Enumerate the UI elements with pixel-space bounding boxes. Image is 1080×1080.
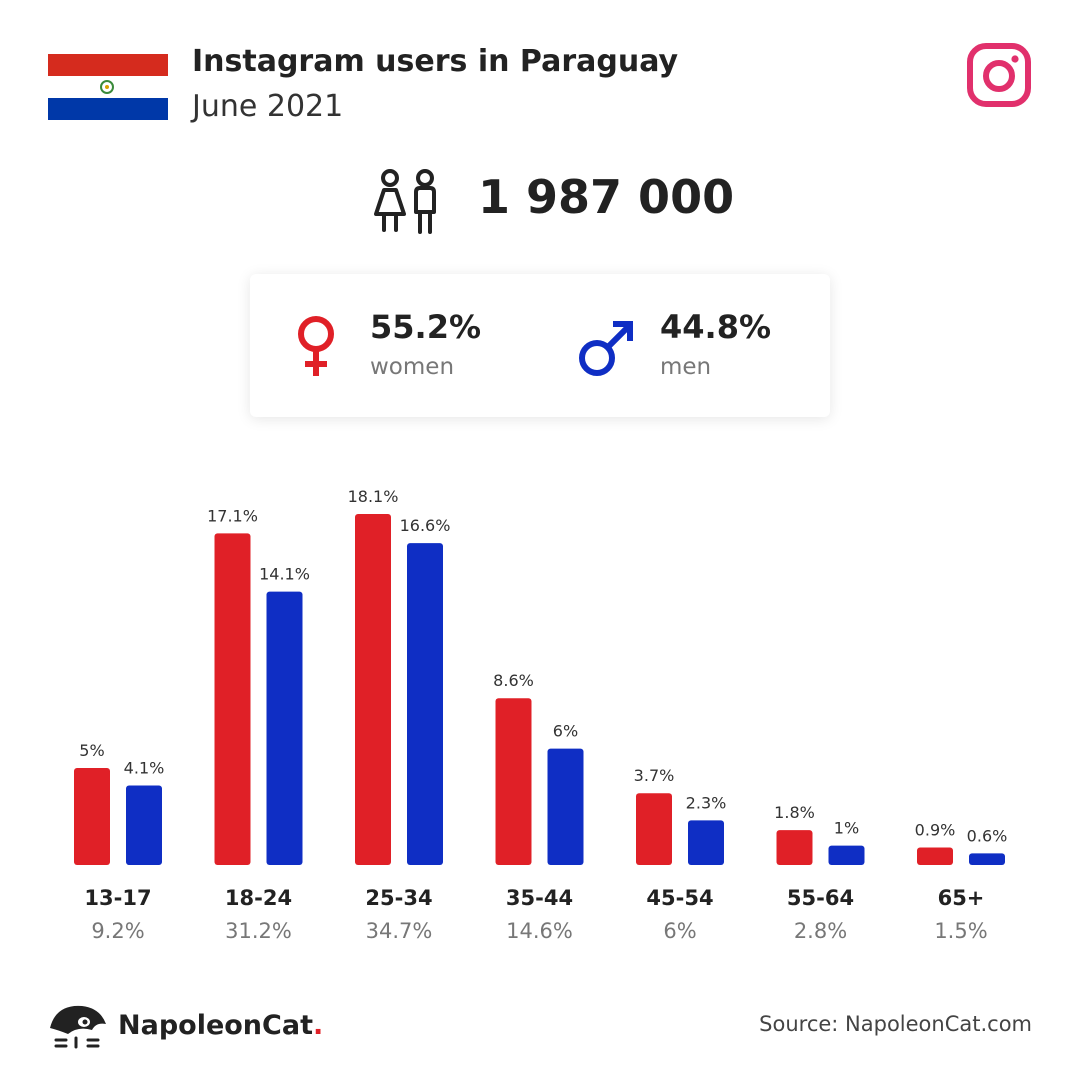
women-percent: 55.2%	[370, 308, 482, 346]
data-label-men-55-64: 1%	[834, 819, 859, 838]
data-label-women-55-64: 1.8%	[774, 803, 815, 822]
bar-women-65+	[917, 847, 953, 865]
category-total-35-44: 14.6%	[506, 919, 573, 943]
women-label: women	[370, 354, 455, 380]
data-label-women-45-54: 3.7%	[634, 766, 675, 785]
bar-men-35-44	[547, 748, 584, 865]
page-subtitle: June 2021	[192, 89, 344, 124]
bar-women-45-54	[636, 793, 672, 865]
flag-blue-stripe	[48, 98, 168, 120]
bar-men-25-34	[407, 543, 443, 865]
category-total-45-54: 6%	[663, 919, 696, 943]
bar-women-25-34	[355, 514, 391, 865]
data-label-men-13-17: 4.1%	[124, 758, 165, 777]
brand-text: NapoleonCat	[118, 1010, 313, 1041]
category-total-55-64: 2.8%	[794, 919, 847, 943]
bar-men-18-24	[266, 591, 303, 865]
female-icon	[298, 316, 334, 376]
data-label-men-18-24: 14.1%	[259, 565, 310, 584]
flag-emblem	[100, 80, 114, 94]
instagram-icon	[967, 43, 1031, 107]
category-label-18-24: 18-24	[225, 886, 292, 910]
brand-dot: .	[312, 1010, 324, 1041]
paraguay-flag	[48, 54, 168, 120]
category-total-13-17: 9.2%	[91, 919, 144, 943]
category-label-55-64: 55-64	[787, 886, 854, 910]
bar-women-13-17	[74, 768, 110, 865]
bar-women-35-44	[495, 698, 532, 865]
bar-women-18-24	[214, 533, 251, 865]
data-label-men-45-54: 2.3%	[686, 793, 727, 812]
total-users: 1 987 000	[478, 170, 735, 224]
category-label-25-34: 25-34	[365, 886, 432, 910]
bar-men-45-54	[688, 820, 724, 865]
bar-men-55-64	[828, 845, 865, 865]
data-label-men-35-44: 6%	[553, 722, 578, 741]
bar-men-13-17	[126, 785, 162, 865]
category-label-13-17: 13-17	[84, 886, 151, 910]
gender-split-card: 55.2% women 44.8% men	[250, 274, 830, 417]
source-credit: Source: NapoleonCat.com	[759, 1012, 1032, 1036]
age-gender-bar-chart: 5% 4.1% 13-17 9.2% 17.1% 14.1% 18-24 31.2% 18.1%…	[74, 487, 1008, 943]
male-icon	[579, 321, 633, 376]
bar-men-65+	[969, 853, 1005, 865]
men-percent: 44.8%	[660, 308, 772, 346]
data-label-men-65+: 0.6%	[967, 826, 1008, 845]
bar-women-55-64	[776, 830, 813, 865]
category-label-35-44: 35-44	[506, 886, 573, 910]
category-label-45-54: 45-54	[646, 886, 713, 910]
data-label-women-13-17: 5%	[79, 741, 104, 760]
men-label: men	[660, 354, 712, 380]
flag-red-stripe	[48, 54, 168, 76]
data-label-women-25-34: 18.1%	[348, 487, 399, 506]
page-title: Instagram users in Paraguay	[192, 44, 679, 79]
category-label-65+: 65+	[938, 886, 985, 910]
category-total-25-34: 34.7%	[366, 919, 433, 943]
data-label-women-18-24: 17.1%	[207, 506, 258, 525]
category-total-18-24: 31.2%	[225, 919, 292, 943]
brand-name: NapoleonCat.	[118, 1010, 323, 1041]
category-total-65+: 1.5%	[934, 919, 987, 943]
data-label-men-25-34: 16.6%	[400, 516, 451, 535]
data-label-women-65+: 0.9%	[915, 821, 956, 840]
napoleoncat-logo	[50, 1005, 106, 1049]
people-icon	[374, 169, 436, 234]
data-label-women-35-44: 8.6%	[493, 671, 534, 690]
